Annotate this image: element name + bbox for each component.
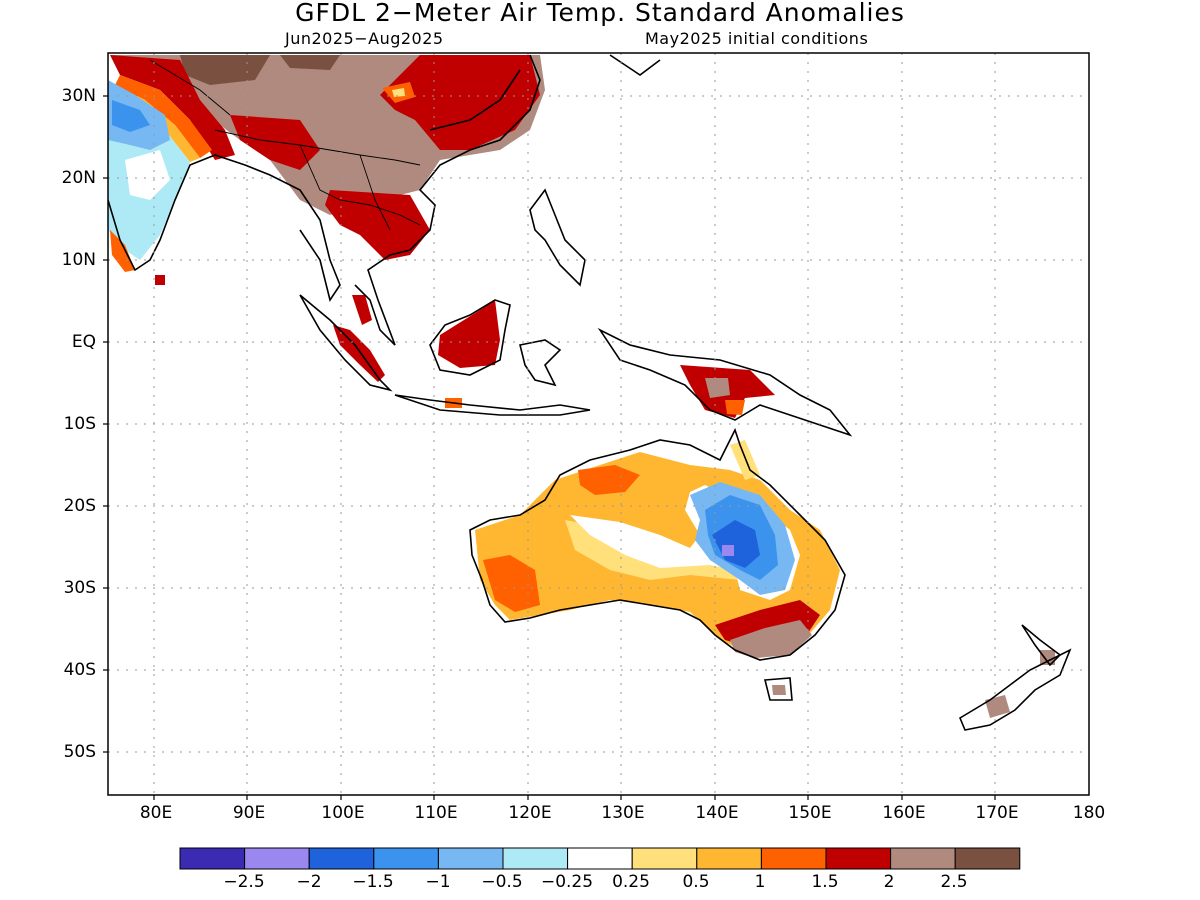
colorbar-swatch xyxy=(308,847,375,870)
axis-ticks xyxy=(103,95,996,800)
lon-label-180: 180 xyxy=(1072,803,1106,823)
colorbar-swatch xyxy=(631,847,698,870)
colorbar-swatch xyxy=(760,847,827,870)
country-borders xyxy=(149,59,421,231)
map-frame xyxy=(107,52,1090,796)
lon-label-90e: 90E xyxy=(232,803,266,823)
colorbar-swatch xyxy=(244,847,310,870)
papua-brown-patch xyxy=(705,378,730,398)
himalaya-edge-red xyxy=(110,55,235,160)
india-white-patch xyxy=(125,150,170,200)
lat-label-eq: EQ xyxy=(71,332,96,352)
lon-label-150e: 150E xyxy=(788,803,832,823)
lat-label-10s: 10S xyxy=(63,414,96,434)
asia-dark-brown-patch xyxy=(180,55,340,85)
himalaya-red-region xyxy=(230,115,320,170)
malaya-red-region xyxy=(352,295,372,325)
colorbar-swatch xyxy=(567,847,633,870)
colorbar-swatch xyxy=(373,847,439,870)
forecast-period: Jun2025−Aug2025 xyxy=(285,29,444,48)
lat-label-40s: 40S xyxy=(63,660,96,680)
coastlines xyxy=(108,54,1072,731)
lon-label-130e: 130E xyxy=(601,803,645,823)
colorbar-label: −0.5 xyxy=(481,872,523,892)
colorbar-swatch xyxy=(502,847,569,870)
colorbar-label: 1 xyxy=(754,872,766,892)
lon-label-80e: 80E xyxy=(139,803,173,823)
colorbar-swatch xyxy=(437,847,504,870)
australia-orange-north xyxy=(578,465,640,495)
lon-label-140e: 140E xyxy=(695,803,739,823)
colorbar-label: −1 xyxy=(425,872,451,892)
australia-purple-spot xyxy=(722,545,734,556)
colorbar-swatch xyxy=(179,847,246,870)
colorbar-swatch xyxy=(890,847,956,870)
colorbar-label: −0.25 xyxy=(540,872,594,892)
lat-label-20s: 20S xyxy=(63,496,96,516)
indochina-red-region xyxy=(325,190,430,260)
borneo-red-region xyxy=(438,300,500,368)
lat-label-20n: 20N xyxy=(61,168,96,188)
colorbar-label: 2.5 xyxy=(940,872,968,892)
india-deep-blue-region xyxy=(112,100,150,132)
papua-orange-patch xyxy=(725,400,745,415)
colorbar-label: −2 xyxy=(296,872,322,892)
colorbar-swatch xyxy=(825,847,892,870)
colorbar-label: −1.5 xyxy=(352,872,394,892)
himalaya-edge-orange xyxy=(115,75,212,158)
map-title: GFDL 2−Meter Air Temp. Standard Anomalie… xyxy=(295,0,905,27)
tasmania-brown xyxy=(772,685,786,695)
india-orange-coast xyxy=(110,230,135,272)
graticule xyxy=(108,53,1089,795)
australia-northeast-yellow xyxy=(730,440,760,480)
lon-label-160e: 160E xyxy=(882,803,926,823)
lon-label-170e: 170E xyxy=(975,803,1019,823)
china-red-region xyxy=(380,55,540,150)
colorbar-label: 0.25 xyxy=(612,872,650,892)
colorbar-swatch xyxy=(696,847,762,870)
lat-label-30s: 30S xyxy=(63,578,96,598)
newzealand-brown xyxy=(985,650,1055,718)
map-area xyxy=(108,53,1089,795)
colorbar-label: 1.5 xyxy=(811,872,839,892)
lon-label-100e: 100E xyxy=(321,803,365,823)
colorbar xyxy=(179,847,1021,870)
colorbar-label: 2 xyxy=(883,872,895,892)
lat-label-10n: 10N xyxy=(61,250,96,270)
lon-label-120e: 120E xyxy=(508,803,552,823)
australia-southeast-brown xyxy=(730,620,812,658)
lat-label-50s: 50S xyxy=(63,742,96,762)
initial-conditions: May2025 initial conditions xyxy=(645,29,869,48)
australia-orange-west xyxy=(483,555,540,612)
lon-label-110e: 110E xyxy=(414,803,458,823)
colorbar-label: 0.5 xyxy=(682,872,710,892)
lat-label-30n: 30N xyxy=(61,86,96,106)
colorbar-swatch xyxy=(954,847,1021,870)
china-yellow-spot xyxy=(392,88,405,97)
srilanka-red-spot xyxy=(155,275,165,285)
colorbar-label: −2.5 xyxy=(223,872,265,892)
